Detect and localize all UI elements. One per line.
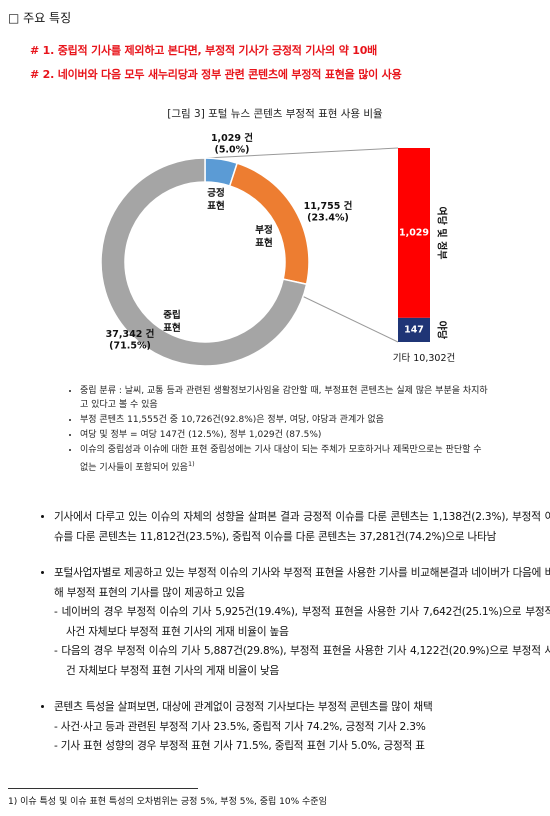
note: 여당 및 정부 = 여당 147건 (12.5%), 정부 1,029건 (87… xyxy=(80,428,490,442)
value-label: (23.4%) xyxy=(307,212,349,224)
bullet: 기사에서 다루고 있는 이슈의 자체의 성향을 살펴본 결과 긍정적 이슈를 다… xyxy=(54,508,550,547)
donut-segment xyxy=(100,157,308,367)
bar-segment xyxy=(398,148,430,318)
sub-item: - 네이버의 경우 부정적 이슈의 기사 5,925건(19.4%), 부정적 … xyxy=(54,606,550,638)
sub-list: - 사건·사고 등과 관련된 부정적 기사 23.5%, 중립적 기사 74.2… xyxy=(54,718,550,757)
note-text: 여당 및 정부 = 여당 147건 (12.5%), 정부 1,029건 (87… xyxy=(80,430,322,440)
legend-label: 여당 및 정부 xyxy=(435,206,447,260)
bullet-text: 콘텐츠 특성을 살펴보면, 대상에 관계없이 긍정적 기사보다는 부정적 콘텐츠… xyxy=(54,701,433,713)
sub-item: - 사건·사고 등과 관련된 부정적 기사 23.5%, 중립적 기사 74.2… xyxy=(54,720,426,733)
bullet: 포털사업자별로 제공하고 있는 부정적 이슈의 기사와 부정적 표현을 사용한 … xyxy=(54,564,550,681)
footnote-ref: 1) xyxy=(187,460,195,468)
bullet-text: 기사에서 다루고 있는 이슈의 자체의 성향을 살펴본 결과 긍정적 이슈를 다… xyxy=(54,511,550,543)
highlight: # 2. 네이버와 다음 모두 새누리당과 정부 관련 콘텐츠에 부정적 표현을… xyxy=(30,68,402,81)
footnote: 1) 이슈 특성 및 이슈 표현 특성의 오차범위는 긍정 5%, 부정 5%,… xyxy=(8,797,327,807)
count-label: 1,029 건 xyxy=(210,133,254,144)
chart xyxy=(100,147,430,367)
note: 부정 콘텐츠 11,555건 중 10,726건(92.8%)은 정부, 여당,… xyxy=(80,413,490,427)
bullet: 콘텐츠 특성을 살펴보면, 대상에 관계없이 긍정적 기사보다는 부정적 콘텐츠… xyxy=(54,698,550,757)
note-text: 중립 분류 : 날씨, 교통 등과 관련된 생활정보기사임을 감안할 때, 부정… xyxy=(80,386,488,410)
value-label: 1,029 xyxy=(398,227,430,239)
total-label: 기타 10,302건 xyxy=(392,353,456,364)
connector xyxy=(299,294,399,343)
bullet-text: 포털사업자별로 제공하고 있는 부정적 이슈의 기사와 부정적 표현을 사용한 … xyxy=(54,567,550,599)
connector xyxy=(205,147,399,159)
figure-notes: 중립 분류 : 날씨, 교통 등과 관련된 생활정보기사임을 감안할 때, 부정… xyxy=(66,384,490,476)
highlight: # 1. 중립적 기사를 제외하고 본다면, 부정적 기사가 긍정적 기사의 약… xyxy=(30,44,378,57)
note: 중립 분류 : 날씨, 교통 등과 관련된 생활정보기사임을 감안할 때, 부정… xyxy=(80,384,490,412)
sub-item: - 다음의 경우 부정적 이슈의 기사 5,887건(29.8%), 부정적 표… xyxy=(54,645,550,677)
value-label: (5.0%) xyxy=(214,144,250,156)
sub-list: - 네이버의 경우 부정적 이슈의 기사 5,925건(19.4%), 부정적 … xyxy=(54,603,550,681)
note: 이슈의 중립성과 이슈에 대한 표현 중립성에는 기사 대상이 되는 주체가 모… xyxy=(80,443,490,475)
segment-label: 부정 표현 xyxy=(255,225,273,249)
value-label: 147 xyxy=(404,324,424,336)
figure-title: [그림 3] 포털 뉴스 콘텐츠 부정적 표현 사용 비율 xyxy=(167,108,383,120)
note-text: 이슈의 중립성과 이슈에 대한 표현 중립성에는 기사 대상이 되는 주체가 모… xyxy=(80,445,482,473)
bullet-list: 기사에서 다루고 있는 이슈의 자체의 성향을 살펴본 결과 긍정적 이슈를 다… xyxy=(28,508,550,774)
bar-segment xyxy=(398,317,430,342)
figure: 긍정 표현 1,029 건 (5.0%) 부정 표현 11,755 건 (23.4%) 중립… xyxy=(0,125,550,375)
section-header: □ 주요 특징 xyxy=(8,11,72,25)
footnote-rule xyxy=(8,788,198,789)
legend-label: 야당 xyxy=(435,320,447,340)
segment-label: 긍정 표현 xyxy=(207,188,225,212)
segment-label: 중립 표현 xyxy=(163,310,181,334)
sub-item: - 기사 표현 성향의 경우 부정적 표현 기사 71.5%, 중립적 표현 기… xyxy=(54,740,425,752)
note-text: 부정 콘텐츠 11,555건 중 10,726건(92.8%)은 정부, 여당,… xyxy=(80,415,384,425)
count-label: 37,342 건 xyxy=(105,329,155,340)
value-label: (71.5%) xyxy=(109,340,151,352)
count-label: 11,755 건 xyxy=(303,201,353,212)
